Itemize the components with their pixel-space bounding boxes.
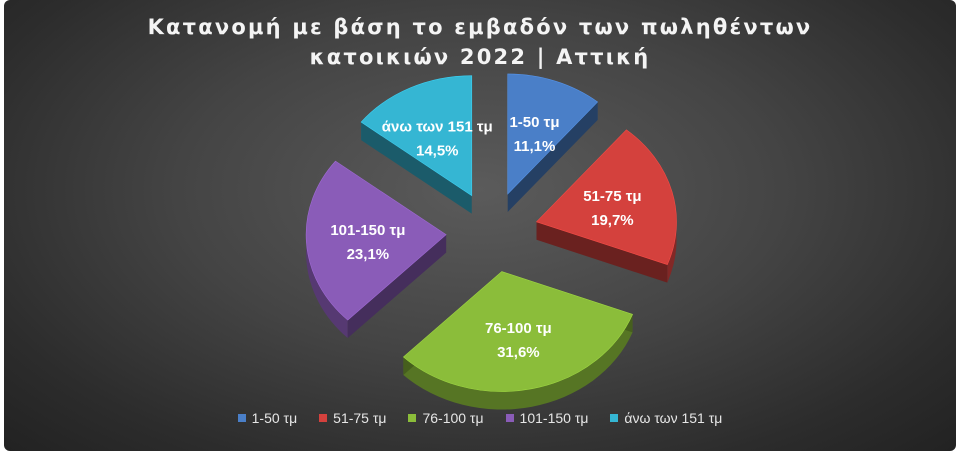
slice-face-4-0 (361, 122, 472, 214)
slice-0 (507, 73, 599, 195)
legend-label-4: άνω των 151 τμ (624, 410, 723, 426)
slice-category-label-3: 101-150 τμ (330, 222, 405, 239)
chart-title-line-2: κατοικιών 2022 | Αττική (309, 45, 651, 69)
legend-swatch-0 (237, 414, 246, 422)
slice-value-label-2: 31,6% (497, 344, 540, 361)
legend-label-0: 1-50 τμ (251, 410, 298, 426)
chart-title-line-1: Κατανομή με βάση το εμβαδόν των πωληθέντ… (147, 15, 813, 39)
chart-area: Κατανομή με βάση το εμβαδόν των πωληθέντ… (4, 0, 956, 451)
legend-swatch-1 (319, 414, 328, 422)
slice-category-label-0: 1-50 τμ (509, 114, 559, 131)
slice-1 (535, 129, 677, 265)
slice-2 (402, 271, 633, 392)
legend-item-1: 51-75 τμ (319, 410, 386, 426)
legend-item-4: άνω των 151 τμ (610, 410, 722, 426)
legend-swatch-3 (505, 414, 514, 422)
slice-side-2 (403, 314, 633, 410)
legend-swatch-4 (610, 414, 619, 422)
chart-title: Κατανομή με βάση το εμβαδόν των πωληθέντ… (4, 12, 956, 72)
legend-label-1: 51-75 τμ (333, 410, 387, 426)
slice-face-1-1 (536, 221, 668, 283)
legend-item-3: 101-150 τμ (505, 410, 589, 426)
slice-value-label-0: 11,1% (514, 138, 556, 155)
legend-item-0: 1-50 τμ (237, 410, 298, 426)
slice-value-label-1: 19,7% (591, 212, 634, 229)
slice-3 (305, 160, 447, 321)
slice-4 (360, 75, 473, 197)
slice-face-0-1 (507, 101, 598, 212)
pie-chart: 1-50 τμ 11,1% 51-75 τμ 19,7% 76-100 τμ 31,6% 1… (305, 73, 677, 410)
legend-item-2: 76-100 τμ (408, 410, 484, 426)
slice-category-label-1: 51-75 τμ (583, 188, 641, 205)
slice-value-label-3: 23,1% (347, 246, 390, 263)
legend-label-2: 76-100 τμ (422, 410, 484, 426)
slice-value-label-4: 14,5% (416, 142, 459, 159)
slice-face-3-0 (347, 234, 447, 339)
legend-label-3: 101-150 τμ (519, 410, 589, 426)
slice-category-label-2: 76-100 τμ (485, 320, 552, 337)
legend: 1-50 τμ 51-75 τμ 76-100 τμ 101-150 τμ άνω τω… (4, 410, 956, 426)
slice-category-label-4: άνω των 151 τμ (382, 118, 493, 135)
legend-swatch-2 (408, 414, 417, 422)
